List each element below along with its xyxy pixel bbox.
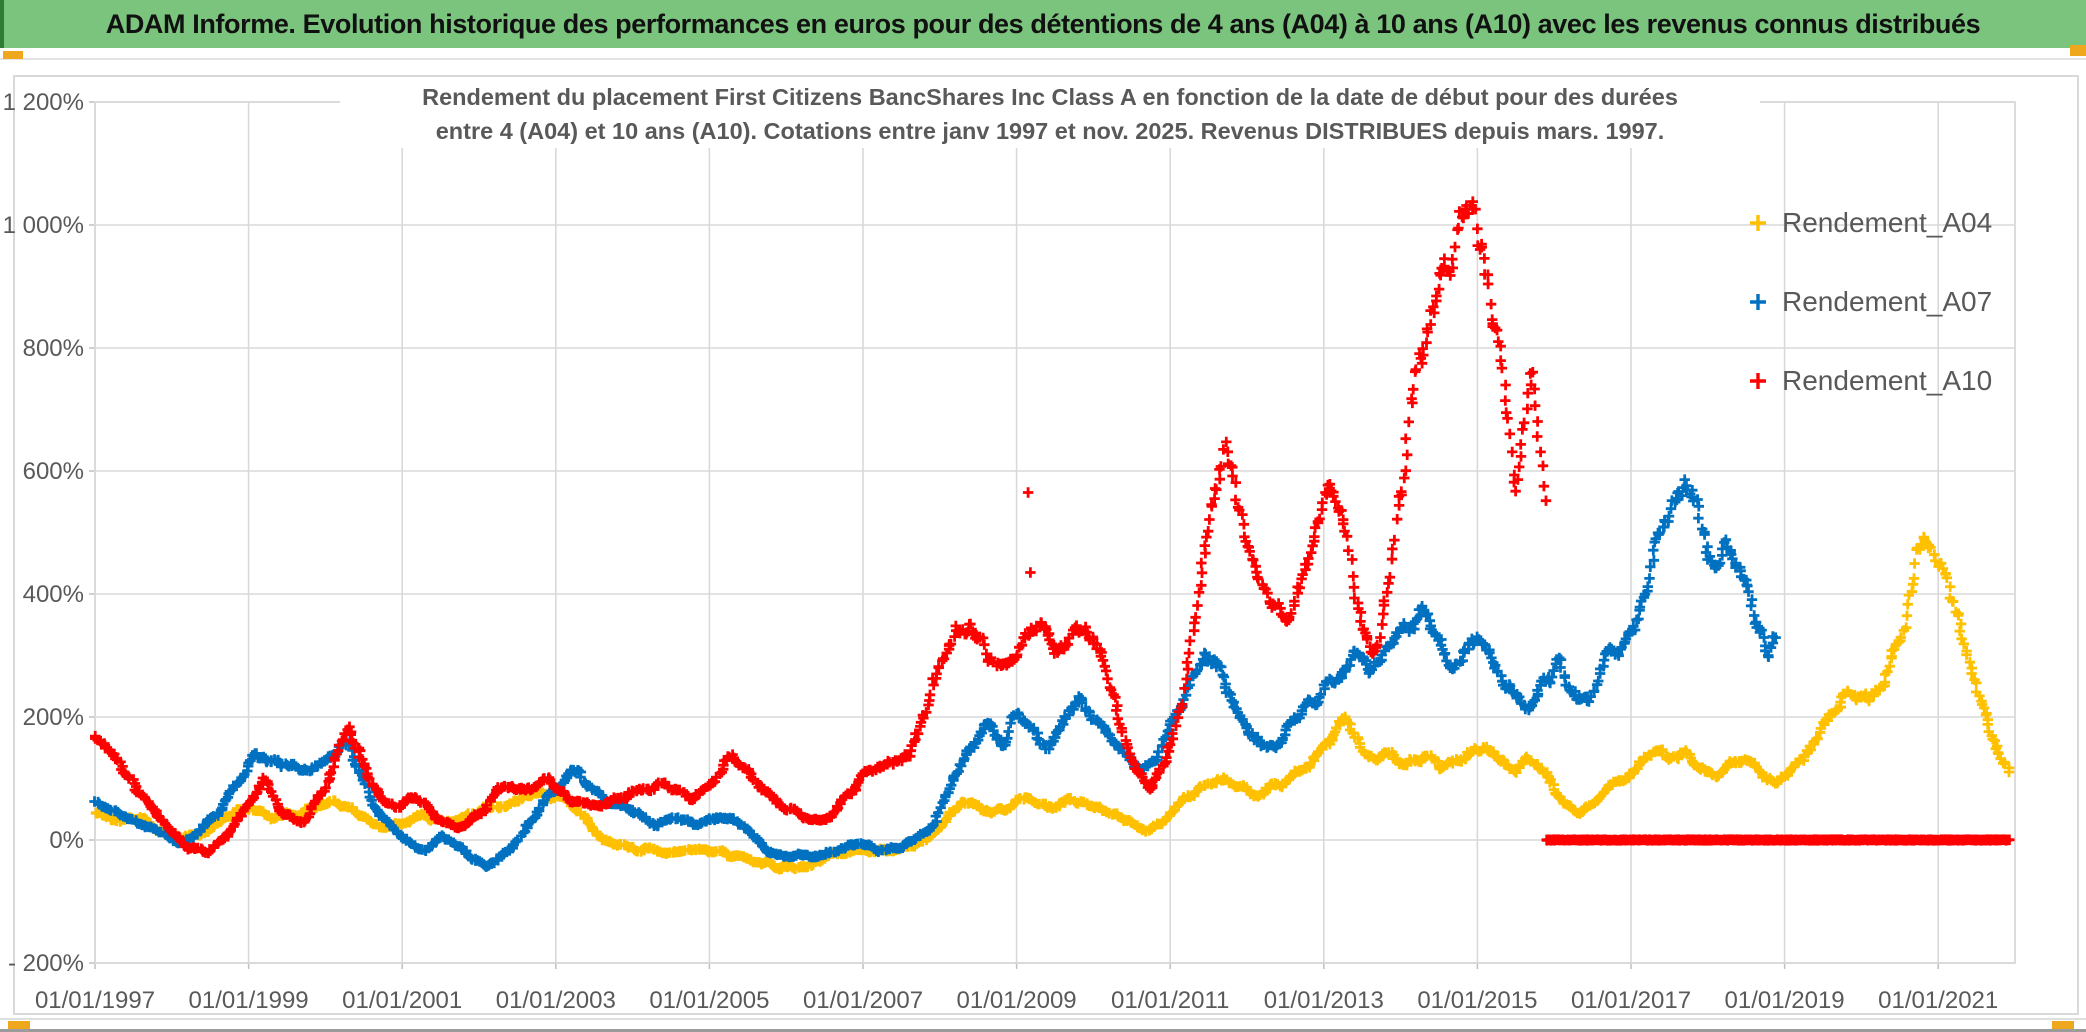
series-rendement_a10 [90, 196, 2015, 859]
x-axis-tick-label: 01/01/2017 [1571, 987, 1691, 1014]
y-axis-tick-label: 1 000% [3, 212, 84, 239]
y-axis-tick-label: 600% [23, 458, 84, 485]
chart-title: Rendement du placement First Citizens Ba… [340, 80, 1760, 148]
y-axis-tick-label: 1 200% [3, 89, 84, 116]
x-axis-tick-label: 01/01/2013 [1264, 987, 1384, 1014]
y-axis-tick-label: 0% [49, 827, 84, 854]
y-axis-tick-label: 200% [23, 704, 84, 731]
series-rendement_a04 [90, 531, 2015, 875]
x-axis-tick-label: 01/01/2011 [1111, 987, 1229, 1014]
series-rendement_a07 [89, 474, 1781, 872]
x-axis-tick-label: 01/01/2007 [803, 987, 923, 1014]
header-divider [0, 58, 2086, 60]
x-axis-tick-label: 01/01/1997 [35, 987, 155, 1014]
chart-title-line1: Rendement du placement First Citizens Ba… [422, 84, 1678, 110]
x-axis-tick-label: 01/01/2009 [957, 987, 1077, 1014]
x-axis-tick-label: 01/01/2003 [496, 987, 616, 1014]
selection-handle-top-right[interactable] [2070, 45, 2086, 56]
legend-label: Rendement_A10 [1782, 365, 1993, 396]
legend-label: Rendement_A07 [1782, 286, 1993, 317]
x-axis-tick-label: 01/01/2019 [1725, 987, 1845, 1014]
x-axis-tick-label: 01/01/2015 [1417, 987, 1537, 1014]
x-axis-tick-label: 01/01/2005 [649, 987, 769, 1014]
x-axis-tick-label: 01/01/1999 [189, 987, 309, 1014]
selection-handle-bottom-left[interactable] [8, 1021, 30, 1029]
y-axis-tick-label: 400% [23, 581, 84, 608]
selection-handle-top-left[interactable] [3, 51, 23, 59]
banner-title: ADAM Informe. Evolution historique des p… [0, 0, 2086, 48]
bottom-border [0, 1029, 2086, 1032]
bottom-divider [0, 1018, 2086, 1020]
legend-item-rendement_a07[interactable]: Rendement_A07 [1748, 286, 1992, 318]
banner-left-edge [0, 0, 4, 48]
plus-marker-icon [1750, 373, 1766, 389]
plus-marker-icon [1750, 294, 1766, 310]
legend-item-rendement_a10[interactable]: Rendement_A10 [1748, 365, 1992, 397]
legend-item-rendement_a04[interactable]: Rendement_A04 [1748, 207, 1992, 239]
y-axis-tick-label: - 200% [8, 950, 84, 977]
plus-marker-icon [1750, 215, 1766, 231]
selection-handle-bottom-right[interactable] [2052, 1021, 2074, 1029]
legend-label: Rendement_A04 [1782, 207, 1993, 238]
chart-frame [13, 75, 2079, 1015]
x-axis-tick-label: 01/01/2001 [342, 987, 462, 1014]
chart-title-line2: entre 4 (A04) et 10 ans (A10). Cotations… [435, 118, 1665, 144]
y-axis-tick-label: 800% [23, 335, 84, 362]
x-axis-tick-label: 01/01/2021 [1878, 987, 1998, 1014]
